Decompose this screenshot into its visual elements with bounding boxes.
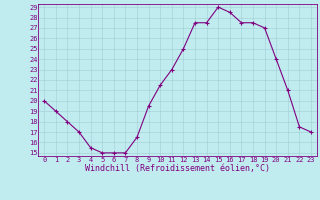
X-axis label: Windchill (Refroidissement éolien,°C): Windchill (Refroidissement éolien,°C) (85, 164, 270, 173)
